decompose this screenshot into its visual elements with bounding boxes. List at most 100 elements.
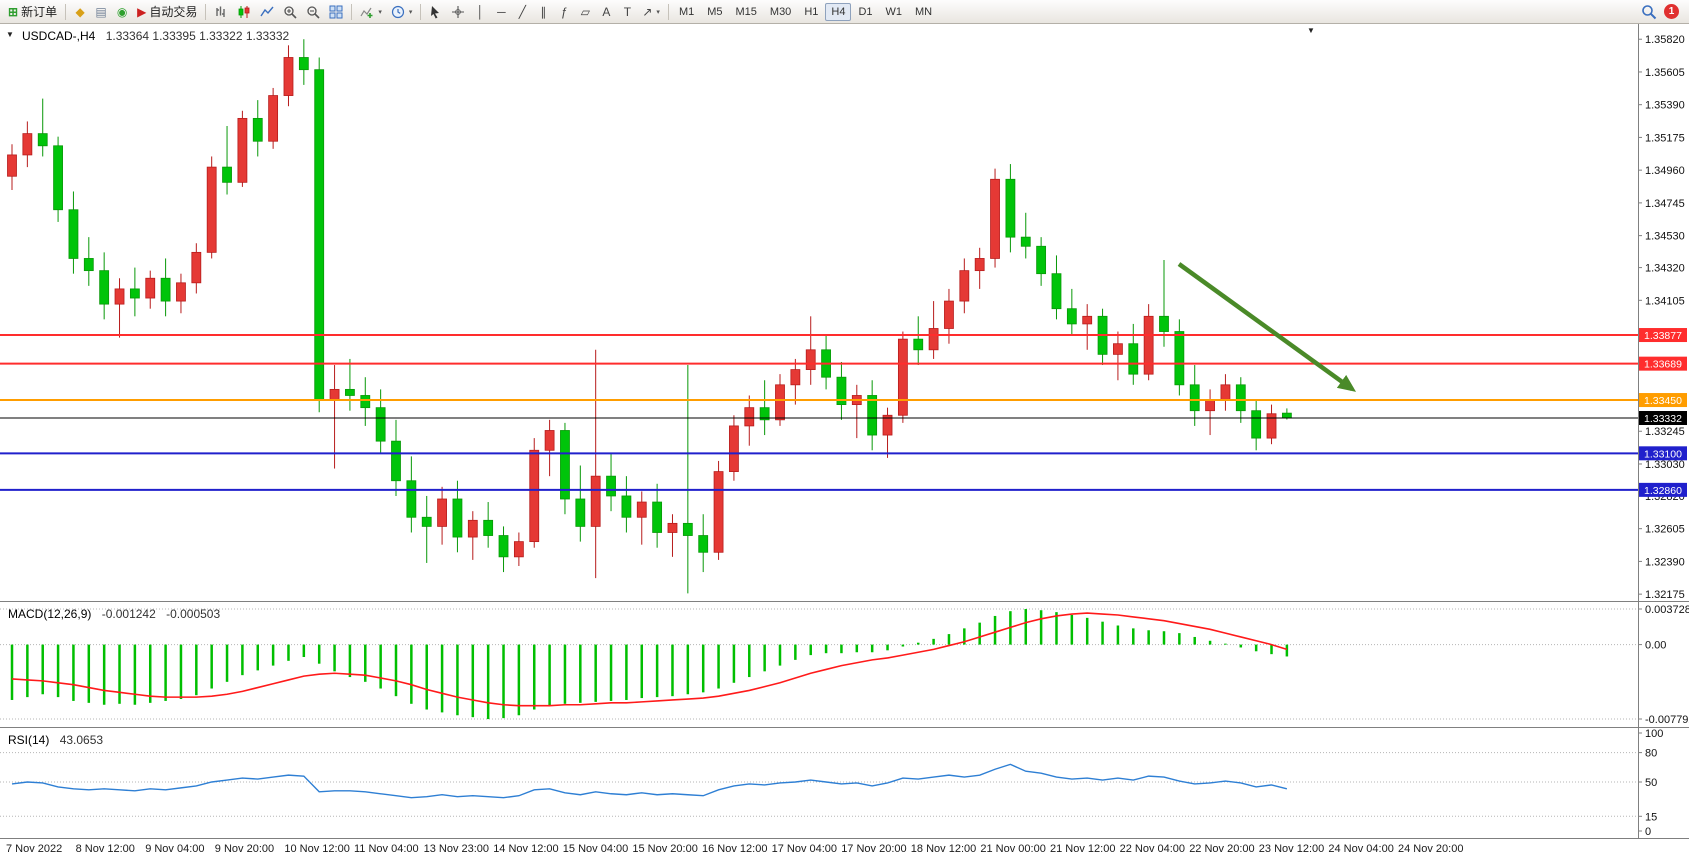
candle-body (283, 57, 294, 96)
candle-body (176, 282, 186, 302)
crosshair-button[interactable] (447, 2, 469, 22)
tile-windows-icon (329, 5, 343, 18)
macd-panel-canvas[interactable]: 0.003728 0.00 -0.007792 (0, 601, 1689, 727)
timeframe-h1-button[interactable]: H1 (798, 3, 824, 21)
print-button[interactable]: ▤ (91, 2, 111, 22)
timeframe-d1-button[interactable]: D1 (852, 3, 878, 21)
timeframe-m1-button[interactable]: M1 (673, 3, 700, 21)
zoom-out-button[interactable] (302, 2, 324, 22)
macd-histogram-bar (1024, 609, 1028, 645)
rsi-panel-canvas[interactable]: 100 80 50 15 0 (0, 727, 1689, 838)
cursor-button[interactable] (425, 2, 446, 22)
shapes-tool-button[interactable]: ▱ (575, 2, 595, 22)
timeframe-mn-button[interactable]: MN (909, 3, 938, 21)
new-order-button[interactable]: ⊞ 新订单 (4, 2, 61, 22)
candle-body (467, 519, 478, 538)
candle-body (437, 498, 447, 527)
time-axis[interactable]: 7 Nov 2022 8 Nov 12:00 9 Nov 04:00 9 Nov 20… (0, 838, 1689, 860)
candle-body (1174, 331, 1185, 386)
macd-axis-label: 0.003728 (1645, 604, 1689, 616)
candle-body (1005, 178, 1016, 238)
macd-histogram-bar (1162, 631, 1166, 645)
macd-histogram-bar (1039, 610, 1043, 645)
macd-histogram-bar (532, 644, 536, 710)
trend-arrow[interactable] (1177, 262, 1357, 392)
horizontal-line-tool-button[interactable]: ─ (491, 2, 511, 22)
macd-histogram-bar (195, 644, 198, 696)
candle-body (560, 430, 570, 500)
candle-body (713, 471, 724, 553)
price-axis-label: 1.32175 (1645, 589, 1685, 601)
timeframe-m30-button[interactable]: M30 (764, 3, 797, 21)
candle-body (1036, 245, 1047, 275)
timeframe-m5-button[interactable]: M5 (701, 3, 728, 21)
print-icon: ▤ (95, 4, 107, 19)
macd-histogram-bar (870, 644, 874, 653)
timeframe-m15-button[interactable]: M15 (730, 3, 763, 21)
timeframe-toolbar: M1 M5 M15 M30 H1 H4 D1 W1 MN (673, 2, 938, 21)
auto-trading-button[interactable]: ▶ 自动交易 (133, 2, 201, 22)
text-label-tool-button[interactable]: T (617, 2, 637, 22)
macd-histogram-bar (1178, 633, 1181, 645)
macd-histogram-bar (1147, 630, 1150, 645)
macd-histogram-bar (225, 644, 229, 682)
mql-community-button[interactable]: ◆ (70, 2, 90, 22)
time-axis-label: 9 Nov 04:00 (145, 843, 205, 855)
price-tag-label: 1.33100 (1644, 448, 1682, 460)
time-axis-label: 18 Nov 12:00 (910, 843, 977, 855)
candle-body (775, 384, 785, 421)
macd-histogram-bar (1070, 614, 1074, 645)
candle-body (222, 166, 232, 183)
macd-histogram-bar (809, 644, 812, 656)
candle-body (1066, 308, 1077, 325)
indicators-button[interactable]: ▾ (356, 2, 386, 22)
candle-body (729, 425, 739, 472)
macd-histogram-bar (379, 644, 382, 689)
clock-button[interactable]: ▾ (387, 2, 417, 22)
indicators-icon (360, 7, 373, 18)
candle-body (682, 522, 693, 536)
chart-shift-marker[interactable]: ▼ (1307, 26, 1315, 35)
price-axis-label: 1.34320 (1645, 263, 1685, 275)
expert-advisors-button[interactable]: ◉ (112, 2, 132, 22)
toolbar-separator (205, 3, 207, 20)
price-chart-canvas[interactable]: 1.35820 1.35605 1.35390 1.35175 1.34960 1.347… (0, 24, 1689, 601)
candle-body (1113, 343, 1123, 355)
macd-histogram-bar (256, 644, 260, 671)
search-icon[interactable] (1641, 4, 1657, 20)
macd-axis-label: 0.00 (1645, 640, 1666, 652)
one-click-trading-toggle[interactable]: ▼ (6, 30, 14, 39)
timeframe-w1-button[interactable]: W1 (880, 3, 909, 21)
price-axis-label: 1.34530 (1645, 231, 1685, 243)
text-tool-button[interactable]: A (596, 2, 616, 22)
candle-body (1082, 315, 1093, 325)
macd-histogram-bar (210, 644, 213, 689)
time-axis-label: 21 Nov 12:00 (1050, 843, 1116, 855)
price-tag (1639, 356, 1687, 371)
macd-histogram-bar (118, 644, 121, 704)
macd-histogram-bar (640, 644, 644, 699)
candle-body (606, 475, 616, 497)
candle-body (345, 388, 355, 396)
macd-histogram-bar (502, 644, 505, 719)
zoom-in-button[interactable] (279, 2, 301, 22)
notification-badge[interactable]: 1 (1664, 4, 1679, 19)
arrows-tool-button[interactable]: ↗ ▾ (638, 2, 664, 22)
toolbar-separator (351, 3, 353, 20)
bar-chart-button[interactable] (210, 2, 232, 22)
tile-windows-button[interactable] (325, 2, 347, 22)
trendline-tool-button[interactable]: ╱ (512, 2, 532, 22)
candlestick-chart-button[interactable] (233, 2, 255, 22)
channel-tool-button[interactable]: ∥ (533, 2, 553, 22)
line-chart-button[interactable] (256, 2, 278, 22)
candle-body (990, 178, 1000, 259)
vertical-line-tool-button[interactable]: │ (470, 2, 490, 22)
candle-body (1128, 343, 1139, 375)
zoom-out-icon (307, 5, 320, 19)
candle-body (897, 338, 908, 416)
macd-histogram-bar (302, 644, 306, 658)
fibonacci-tool-button[interactable]: ƒ (554, 2, 574, 22)
price-axis-label: 1.32390 (1645, 556, 1685, 568)
text-label-icon: T (623, 4, 632, 19)
timeframe-h4-button[interactable]: H4 (825, 2, 852, 21)
